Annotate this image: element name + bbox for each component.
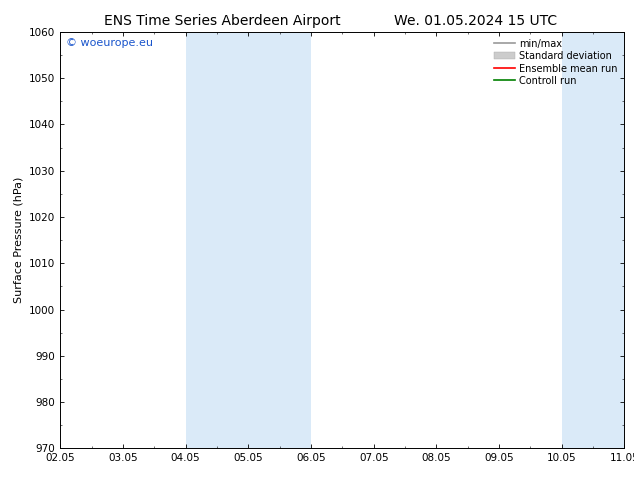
- Y-axis label: Surface Pressure (hPa): Surface Pressure (hPa): [13, 177, 23, 303]
- Legend: min/max, Standard deviation, Ensemble mean run, Controll run: min/max, Standard deviation, Ensemble me…: [492, 37, 619, 88]
- Bar: [562, 32, 624, 448]
- Text: ENS Time Series Aberdeen Airport: ENS Time Series Aberdeen Airport: [103, 14, 340, 28]
- Text: © woeurope.eu: © woeurope.eu: [66, 38, 153, 48]
- Bar: [186, 32, 311, 448]
- Text: We. 01.05.2024 15 UTC: We. 01.05.2024 15 UTC: [394, 14, 557, 28]
